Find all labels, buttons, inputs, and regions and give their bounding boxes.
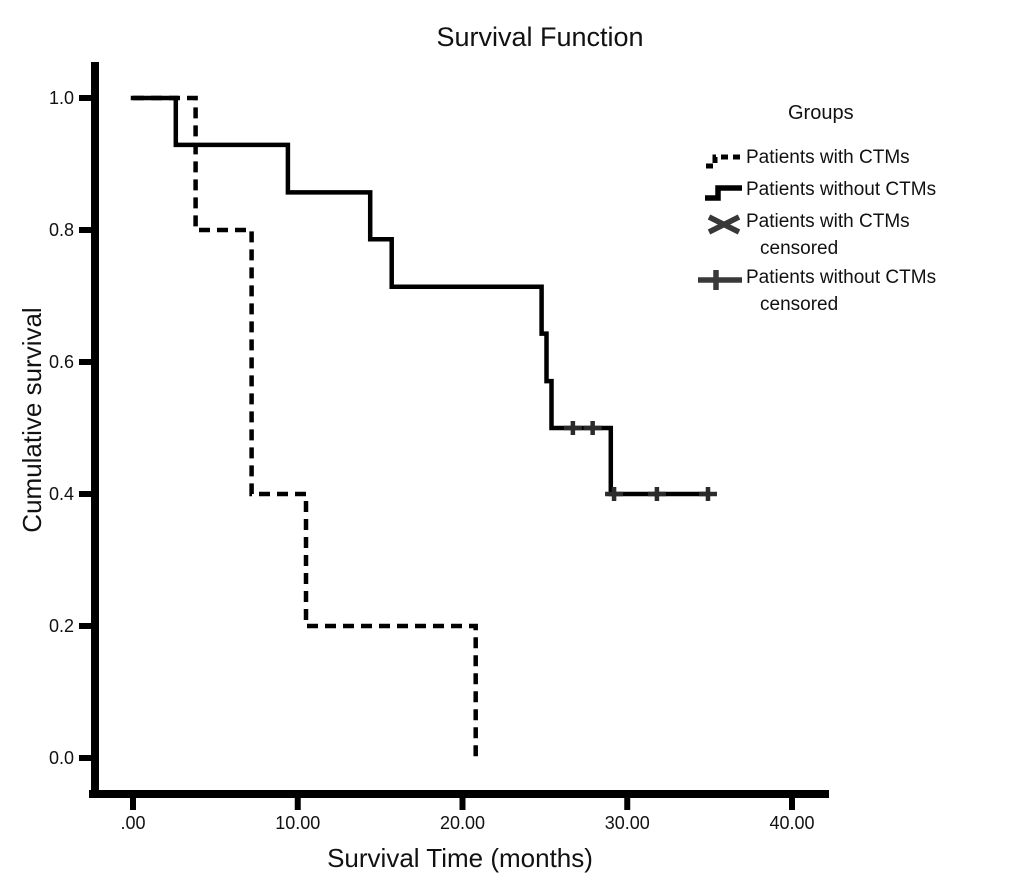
x-censored-icon <box>707 214 741 235</box>
series-curve-patients-without-ctms <box>130 95 711 497</box>
series-curve-patients-with-ctms <box>133 95 478 758</box>
censor-marker <box>583 421 602 435</box>
legend-title: Groups <box>788 102 854 124</box>
legend-label: Patients with CTMs censored <box>746 211 910 259</box>
x-tick-label: 20.00 <box>440 813 485 833</box>
chart-title: Survival Function <box>436 22 644 52</box>
legend-item-patients-with-ctms: Patients with CTMs <box>690 144 1018 174</box>
y-tick-label: 0.8 <box>49 220 74 240</box>
legend-label: Patients without CTMs censored <box>746 267 937 315</box>
y-tick-label: 0.4 <box>49 484 74 504</box>
x-tick-label: .00 <box>120 813 145 833</box>
plus-censored-icon <box>698 270 742 290</box>
x-tick-label: 40.00 <box>769 813 814 833</box>
x-tick-label: 10.00 <box>275 813 320 833</box>
x-tick-label: 30.00 <box>605 813 650 833</box>
legend-label: Patients without CTMs <box>746 179 937 200</box>
censor-marker <box>605 487 624 501</box>
y-tick-label: 1.0 <box>49 88 74 108</box>
legend-label: Patients with CTMs <box>746 147 910 168</box>
y-tick-label: 0.6 <box>49 352 74 372</box>
legend: Groups Patients with CTMs Patients witho… <box>690 100 1018 320</box>
censor-marker <box>698 487 717 501</box>
legend-item-patients-with-ctms-censored: Patients with CTMs censored <box>690 208 1018 262</box>
x-axis-label: Survival Time (months) <box>327 843 593 873</box>
censor-marker <box>647 487 666 501</box>
legend-item-patients-without-ctms-censored: Patients without CTMs censored <box>690 264 1018 318</box>
y-tick-label: 0.2 <box>49 616 74 636</box>
y-tick-label: 0.0 <box>49 748 74 768</box>
solid-step-icon <box>705 185 742 201</box>
censor-marker <box>563 421 582 435</box>
legend-item-patients-without-ctms: Patients without CTMs <box>690 176 1018 206</box>
dashed-step-icon <box>706 154 741 169</box>
